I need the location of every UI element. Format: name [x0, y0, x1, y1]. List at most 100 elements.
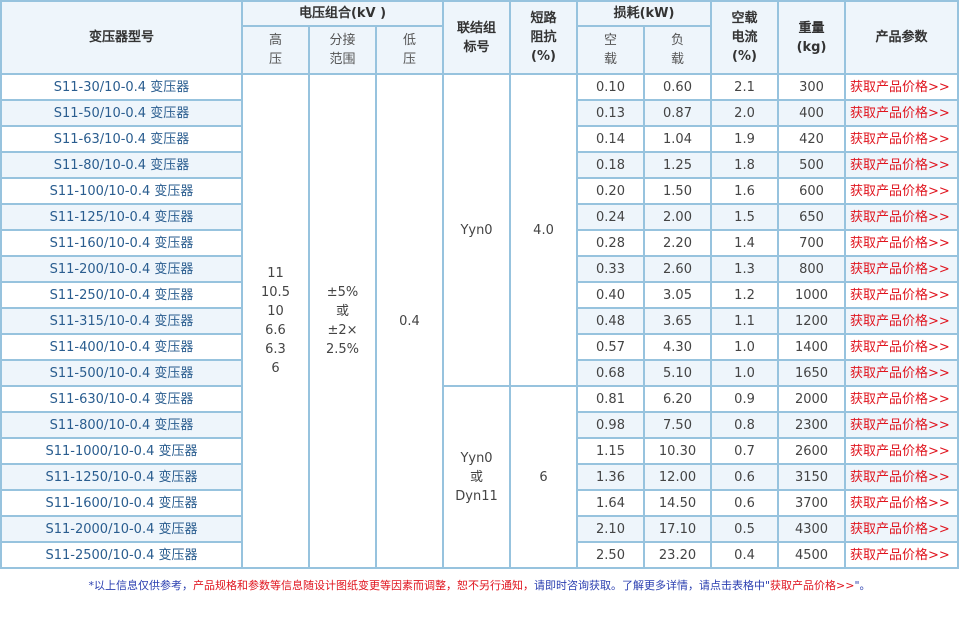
model-name: S11-400/10-0.4 变压器: [0, 333, 243, 361]
get-price-link[interactable]: 获取产品价格>>: [844, 411, 959, 439]
noload-current: 0.6: [710, 463, 780, 491]
get-price-link[interactable]: 获取产品价格>>: [844, 203, 959, 231]
noload-loss: 0.57: [576, 333, 646, 361]
weight: 1650: [777, 359, 847, 387]
header-load-text: 负载: [671, 33, 685, 67]
get-price-link[interactable]: 获取产品价格>>: [844, 359, 959, 387]
weight: 420: [777, 125, 847, 153]
noload-loss: 1.64: [576, 489, 646, 517]
model-name: S11-500/10-0.4 变压器: [0, 359, 243, 387]
get-price-link[interactable]: 获取产品价格>>: [844, 333, 959, 361]
noload-current: 0.4: [710, 541, 780, 569]
table-row: S11-630/10-0.4 变压器 Yyn0 或 Dyn11 6 0.81 6.20 0…: [0, 385, 959, 569]
noload-loss: 0.48: [576, 307, 646, 335]
table-row: S11-63/10-0.4 变压器 0.14 1.04 1.9 420 获取产品价格>>: [0, 125, 959, 153]
weight: 1400: [777, 333, 847, 361]
footnote: *以上信息仅供参考，产品规格和参数等信息随设计图纸变更等因素而调整，恕不另行通知…: [0, 577, 959, 593]
get-price-link[interactable]: 获取产品价格>>: [844, 385, 959, 413]
model-name: S11-125/10-0.4 变压器: [0, 203, 243, 231]
get-price-link[interactable]: 获取产品价格>>: [844, 437, 959, 465]
footnote-part: "。: [854, 579, 871, 592]
load-loss: 3.65: [643, 307, 713, 335]
get-price-link[interactable]: 获取产品价格>>: [844, 489, 959, 517]
noload-loss: 0.98: [576, 411, 646, 439]
table-row: S11-160/10-0.4 变压器 0.28 2.20 1.4 700 获取产品价格>>: [0, 229, 959, 257]
noload-current: 1.2: [710, 281, 780, 309]
get-price-link[interactable]: 获取产品价格>>: [844, 281, 959, 309]
load-loss: 23.20: [643, 541, 713, 569]
get-price-link[interactable]: 获取产品价格>>: [844, 99, 959, 127]
weight: 1200: [777, 307, 847, 335]
table-row: S11-250/10-0.4 变压器 0.40 3.05 1.2 1000 获取产品价格>…: [0, 281, 959, 309]
weight: 800: [777, 255, 847, 283]
footnote-price-link[interactable]: 获取产品价格>>: [770, 579, 855, 592]
model-name: S11-250/10-0.4 变压器: [0, 281, 243, 309]
noload-current: 1.0: [710, 333, 780, 361]
noload-loss: 0.14: [576, 125, 646, 153]
load-loss: 6.20: [643, 385, 713, 413]
lv-value: 0.4: [374, 73, 445, 569]
footnote-part: 产品规格和参数等信息随设计图纸变更等因素而调整，恕不另行通知，: [192, 579, 534, 592]
get-price-link[interactable]: 获取产品价格>>: [844, 255, 959, 283]
get-price-link[interactable]: 获取产品价格>>: [844, 541, 959, 569]
load-loss: 10.30: [643, 437, 713, 465]
weight: 700: [777, 229, 847, 257]
table-row: S11-50/10-0.4 变压器 0.13 0.87 2.0 400 获取产品价格>>: [0, 99, 959, 127]
noload-loss: 0.10: [576, 73, 646, 101]
load-loss: 2.20: [643, 229, 713, 257]
header-model: 变压器型号: [0, 0, 243, 75]
header-load: 负载: [643, 25, 713, 75]
load-loss: 3.05: [643, 281, 713, 309]
table-row: S11-1250/10-0.4 变压器 1.36 12.00 0.6 3150 获取产品价…: [0, 463, 959, 491]
noload-current: 0.6: [710, 489, 780, 517]
table-row: S11-200/10-0.4 变压器 0.33 2.60 1.3 800 获取产品价格>>: [0, 255, 959, 283]
table-row: S11-30/10-0.4 变压器 11 10.5 10 6.6 6.3 6 ±5%…: [0, 73, 959, 569]
noload-current: 1.5: [710, 203, 780, 231]
hv-values: 11 10.5 10 6.6 6.3 6: [241, 73, 310, 569]
noload-current: 0.8: [710, 411, 780, 439]
noload-loss: 1.36: [576, 463, 646, 491]
load-loss: 12.00: [643, 463, 713, 491]
weight: 2300: [777, 411, 847, 439]
table-row: S11-1600/10-0.4 变压器 1.64 14.50 0.6 3700 获取产品价…: [0, 489, 959, 517]
load-loss: 1.50: [643, 177, 713, 205]
header-hv-text: 高压: [269, 33, 283, 67]
header-tap-text: 分接范围: [329, 33, 356, 67]
header-loss: 损耗(kW): [576, 0, 713, 27]
get-price-link[interactable]: 获取产品价格>>: [844, 515, 959, 543]
header-current-text: 空载电流(%): [731, 11, 758, 64]
table-row: S11-2500/10-0.4 变压器 2.50 23.20 0.4 4500 获取产品价…: [0, 541, 959, 569]
model-name: S11-50/10-0.4 变压器: [0, 99, 243, 127]
noload-current: 0.5: [710, 515, 780, 543]
vector-group: Yyn0: [442, 73, 512, 387]
noload-loss: 0.68: [576, 359, 646, 387]
model-name: S11-80/10-0.4 变压器: [0, 151, 243, 179]
get-price-link[interactable]: 获取产品价格>>: [844, 307, 959, 335]
load-loss: 5.10: [643, 359, 713, 387]
get-price-link[interactable]: 获取产品价格>>: [844, 463, 959, 491]
noload-loss: 0.81: [576, 385, 646, 413]
model-name: S11-160/10-0.4 变压器: [0, 229, 243, 257]
get-price-link[interactable]: 获取产品价格>>: [844, 151, 959, 179]
model-name: S11-800/10-0.4 变压器: [0, 411, 243, 439]
load-loss: 17.10: [643, 515, 713, 543]
footnote-part: 请即时咨询获取。了解更多详情，请点击表格中": [533, 579, 771, 592]
model-name: S11-30/10-0.4 变压器: [0, 73, 243, 101]
get-price-link[interactable]: 获取产品价格>>: [844, 73, 959, 101]
table-row: S11-125/10-0.4 变压器 0.24 2.00 1.5 650 获取产品价格>>: [0, 203, 959, 231]
model-name: S11-1000/10-0.4 变压器: [0, 437, 243, 465]
noload-loss: 0.28: [576, 229, 646, 257]
noload-loss: 0.18: [576, 151, 646, 179]
weight: 2600: [777, 437, 847, 465]
load-loss: 4.30: [643, 333, 713, 361]
noload-current: 1.9: [710, 125, 780, 153]
load-loss: 14.50: [643, 489, 713, 517]
header-vector-text: 联结组标号: [457, 20, 497, 55]
get-price-link[interactable]: 获取产品价格>>: [844, 229, 959, 257]
get-price-link[interactable]: 获取产品价格>>: [844, 125, 959, 153]
weight: 300: [777, 73, 847, 101]
header-weight-text: 重量(kg): [796, 20, 827, 55]
model-name: S11-630/10-0.4 变压器: [0, 385, 243, 413]
noload-loss: 1.15: [576, 437, 646, 465]
get-price-link[interactable]: 获取产品价格>>: [844, 177, 959, 205]
